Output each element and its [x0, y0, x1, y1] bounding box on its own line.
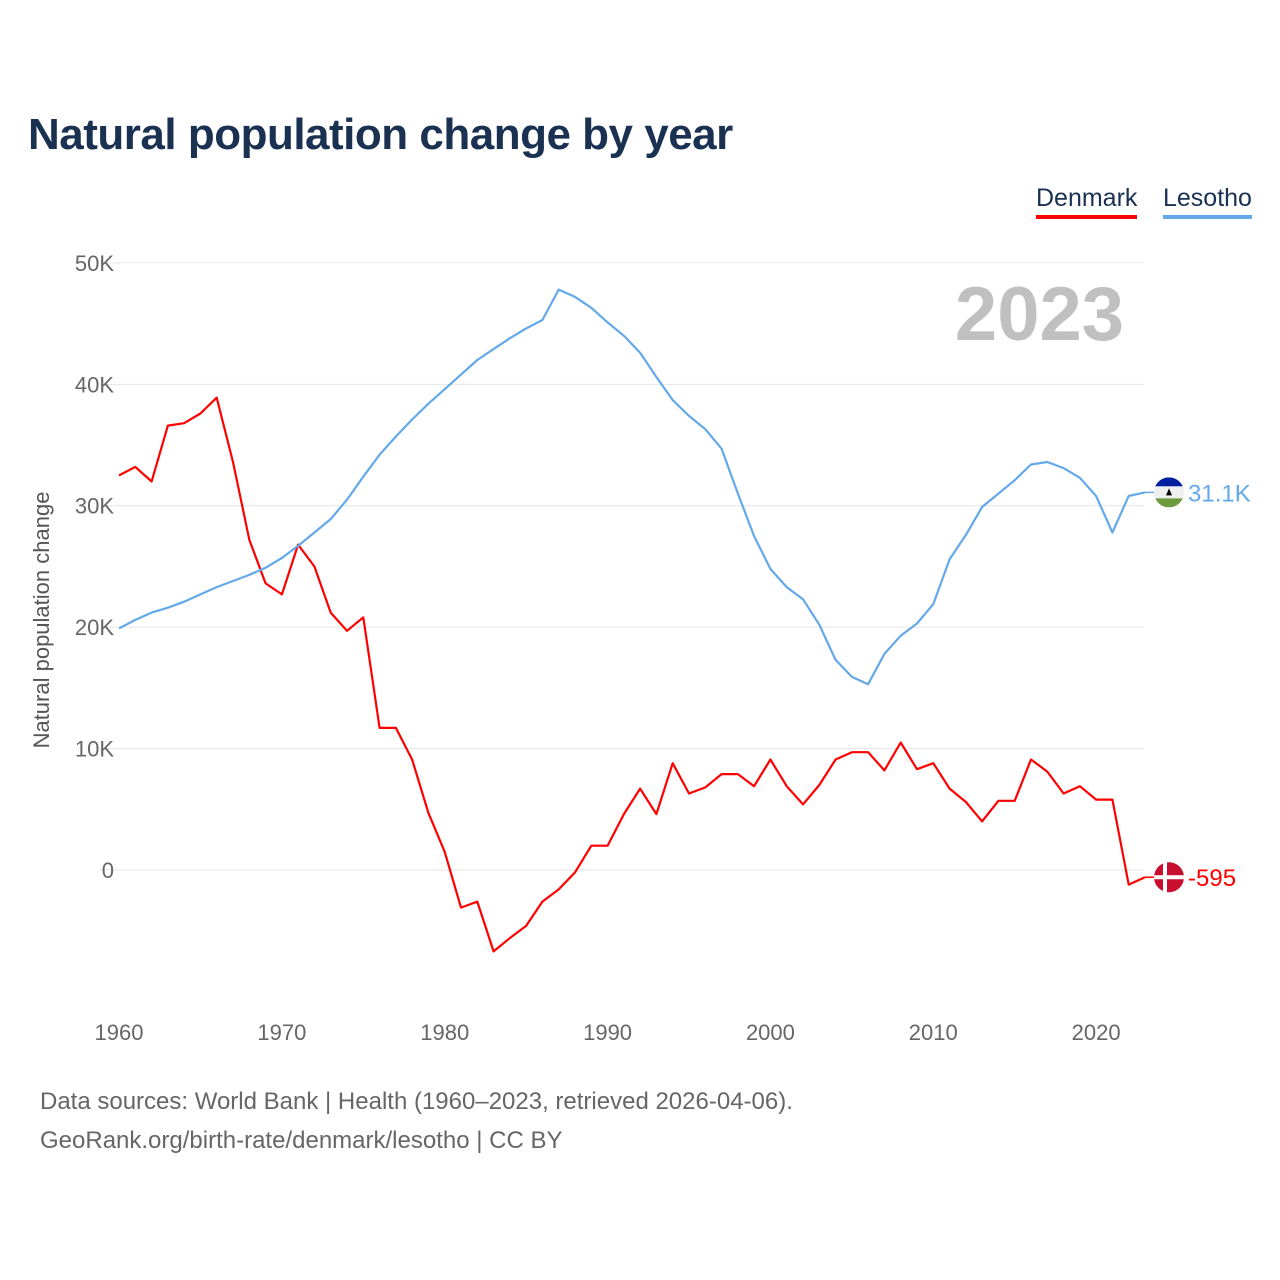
- x-tick-label: 2000: [746, 1020, 795, 1045]
- x-tick-label: 2020: [1072, 1020, 1121, 1045]
- x-tick-label: 2010: [909, 1020, 958, 1045]
- x-tick-label: 1980: [420, 1020, 469, 1045]
- flag-green: [1154, 498, 1184, 508]
- footer-link[interactable]: GeoRank.org/birth-rate/denmark/lesotho |…: [40, 1127, 563, 1154]
- x-tick-label: 1960: [95, 1020, 144, 1045]
- y-tick-label: 10K: [75, 737, 114, 762]
- legend-lesotho[interactable]: Lesotho: [1163, 184, 1252, 219]
- legend-denmark[interactable]: Denmark: [1036, 184, 1138, 219]
- y-tick-label: 0: [102, 858, 114, 883]
- y-tick-label: 50K: [75, 251, 114, 276]
- y-tick-label: 40K: [75, 372, 114, 397]
- x-tick-label: 1970: [257, 1020, 306, 1045]
- series-line-lesotho: [118, 288, 1146, 686]
- flag-cross-h: [1154, 875, 1184, 880]
- x-tick-label: 1990: [583, 1020, 632, 1045]
- y-tick-label: 30K: [75, 494, 114, 519]
- flag-hat: [1166, 488, 1172, 496]
- lesotho-flag-icon: [1154, 477, 1184, 508]
- series-line-denmark: [118, 396, 1146, 953]
- end-value-label: 31.1K: [1188, 480, 1251, 507]
- y-tick-label: 20K: [75, 615, 114, 640]
- denmark-flag-icon: [1154, 862, 1184, 893]
- flag-blue: [1154, 477, 1184, 487]
- footer-sources: Data sources: World Bank | Health (1960–…: [40, 1088, 793, 1115]
- chart-title: Natural population change by year: [28, 110, 733, 159]
- end-value-label: -595: [1188, 865, 1236, 892]
- y-axis-label: Natural population change: [29, 491, 54, 749]
- year-watermark: 2023: [955, 272, 1124, 357]
